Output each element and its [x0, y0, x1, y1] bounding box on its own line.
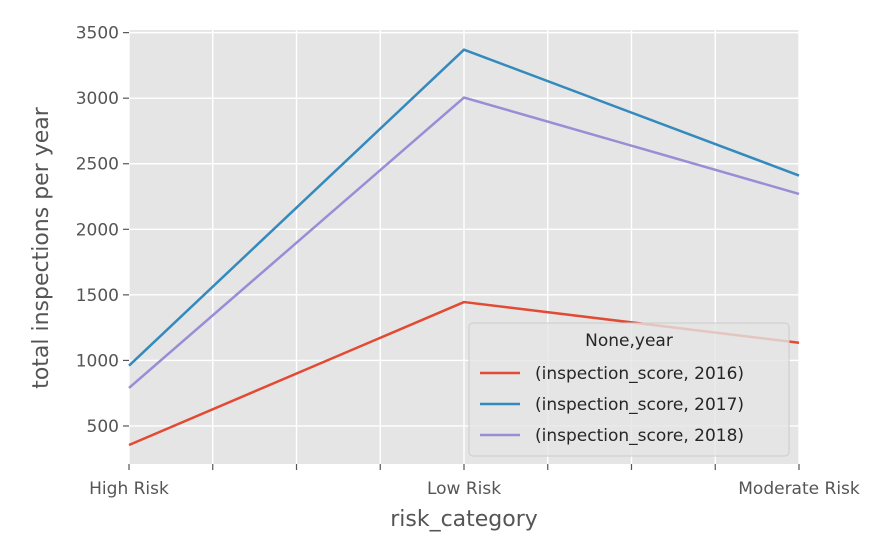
legend: None,year (inspection_score, 2016)(inspe…	[468, 322, 790, 457]
y-axis: 500 1000 1500 2000 2500 3000 3500	[76, 24, 129, 437]
legend-title: None,year	[585, 331, 673, 351]
series-line	[128, 48, 800, 367]
x-tick-label: High Risk	[89, 479, 169, 499]
y-axis-label: total inspections per year	[29, 106, 54, 389]
legend-label: (inspection_score, 2016)	[535, 364, 744, 384]
legend-entries: (inspection_score, 2016) (inspection_scor…	[480, 364, 744, 446]
x-axis-label: risk_category	[390, 507, 538, 532]
x-tick-label: Moderate Risk	[738, 479, 860, 499]
legend-label: (inspection_score, 2017)	[535, 395, 744, 415]
y-tick-label: 500	[87, 417, 119, 437]
x-axis: High Risk Low Risk Moderate Risk	[89, 464, 860, 499]
legend-label: (inspection_score, 2018)	[535, 426, 744, 446]
y-tick-label: 1500	[76, 286, 119, 306]
series-line	[128, 96, 800, 389]
y-tick-label: 3000	[76, 89, 119, 109]
y-tick-label: 2000	[76, 220, 119, 240]
x-tick-label: Low Risk	[427, 479, 501, 499]
y-tick-label: 3500	[76, 24, 119, 44]
y-tick-label: 2500	[76, 155, 119, 175]
legend-box	[468, 322, 790, 457]
y-tick-label: 1000	[76, 351, 119, 371]
